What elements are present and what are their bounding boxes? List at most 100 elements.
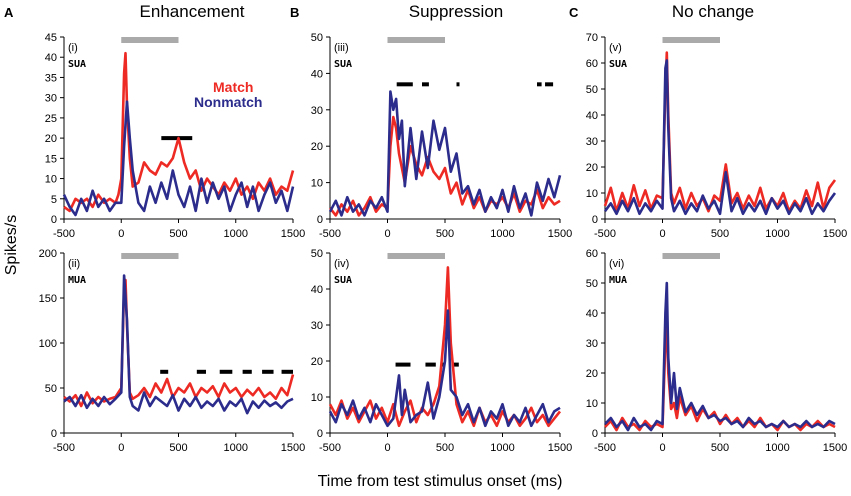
y-tick-label: 40 — [311, 284, 323, 296]
match-series-line — [328, 266, 562, 428]
y-tick-label: 150 — [39, 293, 57, 305]
panel-vi: 0 10 20 30 40 50 60 -500 0 500 1000 1500 (vi) MUA — [586, 248, 847, 454]
x-tick-label: 500 — [436, 228, 454, 240]
y-tick-label: 30 — [45, 93, 57, 105]
y-tick-label: 20 — [45, 133, 57, 145]
x-tick-label: -500 — [53, 228, 75, 240]
nonmatch-series-line — [603, 59, 837, 216]
x-tick-label: 1000 — [224, 228, 248, 240]
y-tick-label: 50 — [586, 278, 598, 290]
y-tick-label: 0 — [592, 428, 598, 440]
legend-match: Match — [213, 79, 253, 95]
match-series-line — [604, 317, 836, 432]
x-tick-label: 0 — [118, 228, 124, 240]
column-letter-a: A — [4, 5, 14, 20]
y-tick-label: 50 — [311, 248, 323, 260]
y-tick-label: 20 — [586, 368, 598, 380]
panel-i: 0 5 10 15 20 25 30 35 40 45 -500 0 500 1000 1500 (i) SUA — [45, 32, 305, 240]
significance-bar — [395, 362, 411, 367]
y-tick-label: 15 — [45, 153, 57, 165]
y-tick-label: 30 — [311, 105, 323, 117]
x-tick-label: 1500 — [823, 442, 847, 454]
x-tick-label: 1500 — [823, 228, 847, 240]
panel-tag: (ii) — [68, 258, 80, 270]
y-tick-label: 40 — [45, 52, 57, 64]
x-tick-label: -500 — [319, 442, 341, 454]
match-series-line — [603, 51, 837, 213]
x-tick-label: 1500 — [548, 442, 572, 454]
significance-bar — [160, 369, 169, 374]
y-tick-label: 0 — [317, 214, 323, 226]
y-tick-label: 50 — [586, 84, 598, 96]
x-tick-label: 500 — [169, 228, 187, 240]
y-tick-label: 100 — [39, 338, 57, 350]
significance-bar — [262, 369, 274, 374]
y-tick-label: 0 — [51, 428, 57, 440]
x-tick-label: 1000 — [224, 442, 248, 454]
x-tick-label: 0 — [384, 228, 390, 240]
x-tick-label: 0 — [384, 442, 390, 454]
x-tick-label: -500 — [53, 442, 75, 454]
stimulus-period-bar — [387, 253, 445, 259]
y-tick-label: 45 — [45, 32, 57, 44]
panel-v: 0 10 20 30 40 50 60 70 -500 0 500 1000 1500 (v) SUA — [586, 32, 847, 240]
x-tick-label: 1000 — [490, 228, 514, 240]
x-tick-label: 0 — [659, 228, 665, 240]
significance-bar — [219, 369, 233, 374]
nonmatch-series-line — [328, 309, 561, 428]
panel-tag: (i) — [68, 42, 78, 54]
stimulus-period-bar — [387, 37, 445, 43]
x-tick-label: 500 — [169, 442, 187, 454]
y-tick-label: 50 — [45, 383, 57, 395]
significance-bar — [396, 82, 413, 87]
recording-type-label: SUA — [334, 275, 352, 286]
panel-iii: 0 10 20 30 40 50 -500 0 500 1000 1500 (iii) SUA — [311, 32, 572, 240]
y-tick-label: 200 — [39, 248, 57, 260]
significance-bar — [425, 362, 436, 367]
x-tick-label: 1500 — [548, 228, 572, 240]
y-tick-label: 10 — [311, 178, 323, 190]
match-series-line — [328, 115, 561, 217]
y-tick-label: 50 — [311, 32, 323, 44]
recording-type-label: MUA — [609, 275, 627, 286]
x-tick-label: 0 — [118, 442, 124, 454]
significance-bar — [545, 82, 554, 87]
y-tick-label: 20 — [311, 141, 323, 153]
significance-bar — [456, 82, 460, 87]
y-tick-label: 5 — [51, 194, 57, 206]
stimulus-period-bar — [121, 37, 179, 43]
column-letter-c: C — [569, 5, 579, 20]
y-axis-label: Spikes/s — [3, 215, 20, 275]
nonmatch-series-line — [63, 274, 294, 415]
y-tick-label: 0 — [592, 214, 598, 226]
x-tick-label: 0 — [659, 442, 665, 454]
panel-iv: 0 10 20 30 40 50 -500 0 500 1000 1500 (iv) SUA — [311, 248, 572, 454]
column-title-enhancement: Enhancement — [140, 2, 245, 21]
recording-type-label: SUA — [334, 59, 352, 70]
panel-tag: (iii) — [334, 42, 349, 54]
panel-tag: (v) — [609, 42, 622, 54]
y-tick-label: 20 — [311, 356, 323, 368]
recording-type-label: SUA — [609, 59, 627, 70]
x-tick-label: 1000 — [765, 442, 789, 454]
x-tick-label: 500 — [711, 228, 729, 240]
y-tick-label: 60 — [586, 248, 598, 260]
x-axis-label: Time from test stimulus onset (ms) — [318, 473, 563, 490]
y-tick-label: 40 — [586, 308, 598, 320]
y-tick-label: 40 — [586, 110, 598, 122]
y-tick-label: 30 — [311, 320, 323, 332]
y-tick-label: 10 — [586, 188, 598, 200]
stimulus-period-bar — [662, 37, 720, 43]
y-tick-label: 25 — [45, 113, 57, 125]
panel-tag: (vi) — [609, 258, 624, 270]
stimulus-period-bar — [662, 253, 720, 259]
y-tick-label: 30 — [586, 338, 598, 350]
significance-bar — [196, 369, 206, 374]
x-tick-label: 1000 — [765, 228, 789, 240]
y-tick-label: 30 — [586, 136, 598, 148]
column-title-no-change: No change — [672, 2, 754, 21]
recording-type-label: SUA — [68, 59, 86, 70]
significance-bar — [422, 82, 429, 87]
